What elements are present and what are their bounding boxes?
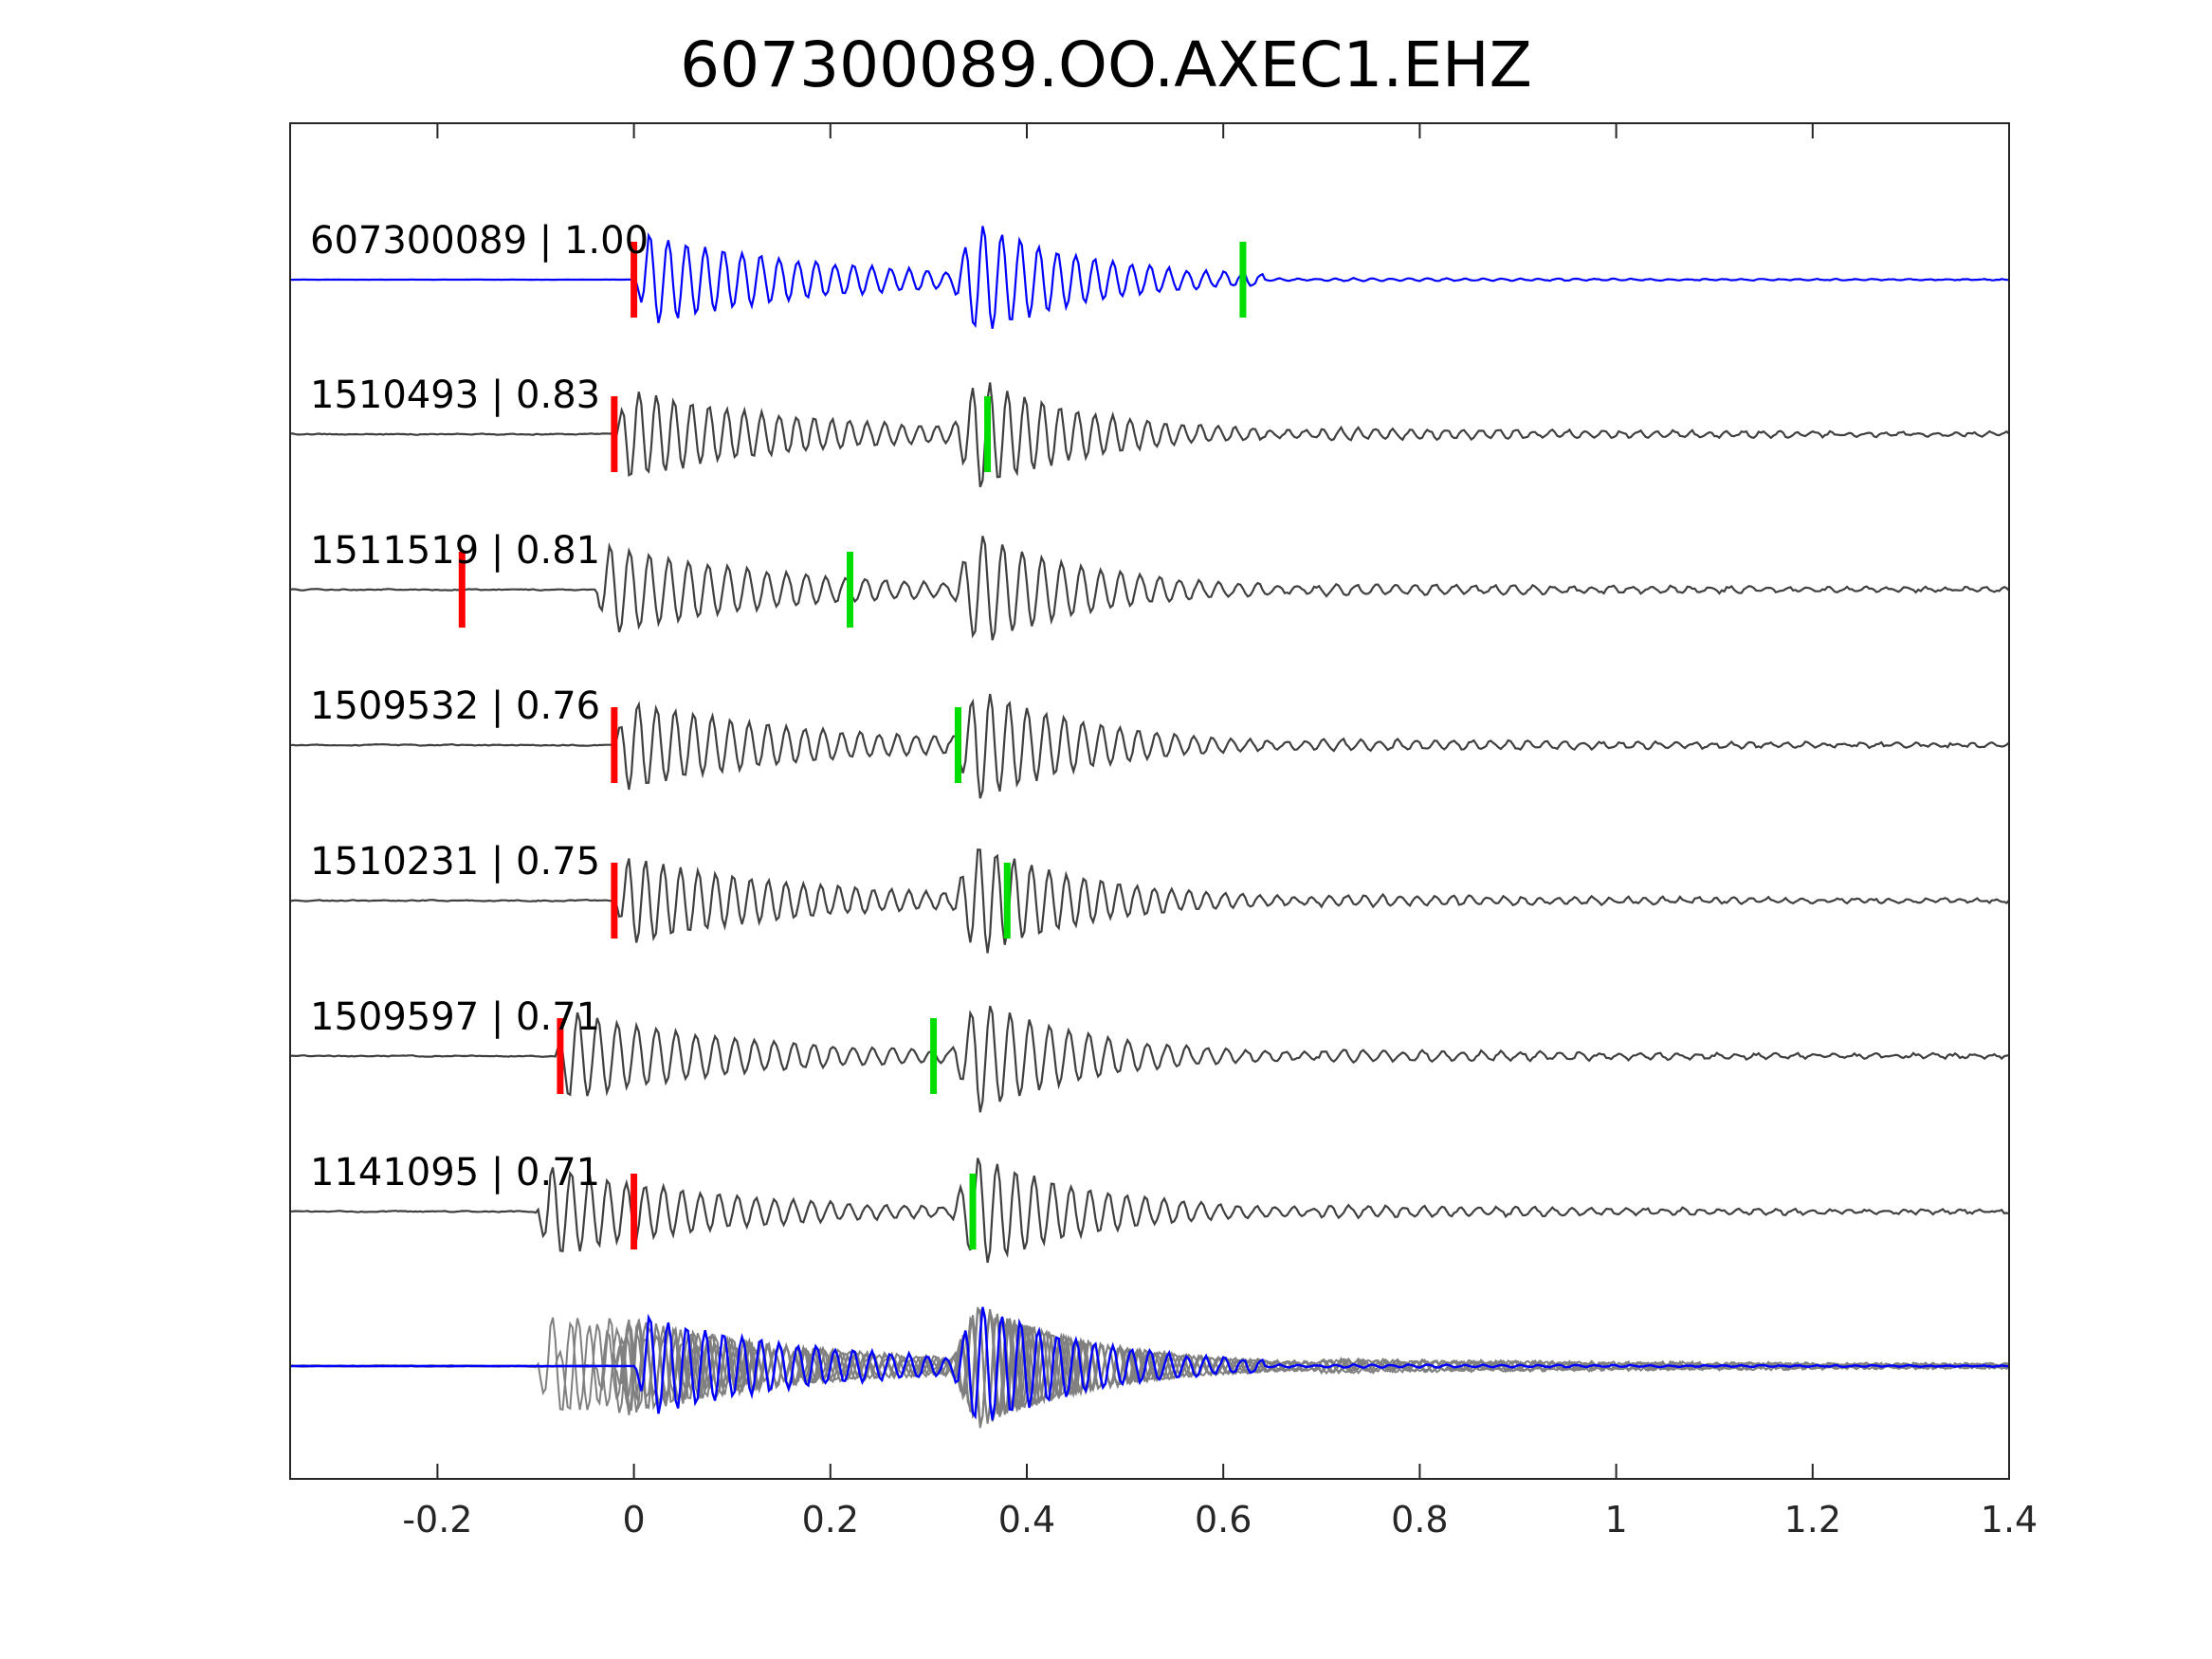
x-tick-label: 0.4 [998, 1499, 1055, 1540]
x-tick-label: 0.6 [1195, 1499, 1252, 1540]
trace-line [289, 382, 2010, 488]
trace-labels: 607300089 | 1.00 1510493 | 0.83 1511519 | … [310, 219, 649, 1194]
trace-label: 607300089 | 1.00 [310, 219, 649, 263]
trace-line [289, 1158, 2010, 1264]
x-tick-label: 0.8 [1391, 1499, 1448, 1540]
trace-line [289, 1005, 2010, 1113]
stack-panel [289, 1306, 2010, 1429]
trace-line [289, 226, 2010, 329]
x-tick-label: 1.2 [1784, 1499, 1841, 1540]
plot-frame [289, 122, 2010, 1480]
x-tick-label: 1 [1605, 1499, 1628, 1540]
trace-line [289, 693, 2010, 799]
trace-label: 1510493 | 0.83 [310, 374, 600, 417]
chart-title: 607300089.OO.AXEC1.EHZ [680, 28, 1532, 101]
stack-reference-line [289, 1306, 2010, 1421]
x-tick-label: 1.4 [1981, 1499, 2038, 1540]
traces-layer [289, 226, 2010, 1264]
trace-label: 1509597 | 0.71 [310, 995, 600, 1039]
trace-line [289, 536, 2010, 641]
x-tick-label: 0 [623, 1499, 646, 1540]
picks-layer [458, 242, 1247, 1249]
trace-label: 1510231 | 0.75 [310, 840, 600, 884]
trace-line [289, 848, 2010, 954]
x-tick-label: 0.2 [802, 1499, 859, 1540]
x-tick-label: -0.2 [402, 1499, 472, 1540]
trace-label: 1511519 | 0.81 [310, 529, 600, 573]
trace-label: 1509532 | 0.76 [310, 684, 600, 728]
stack-trace-line [289, 1306, 2010, 1423]
trace-label: 1141095 | 0.71 [310, 1151, 600, 1194]
x-axis: -0.2 0 0.2 0.4 0.6 0.8 1 1.2 1.4 [402, 123, 2038, 1540]
